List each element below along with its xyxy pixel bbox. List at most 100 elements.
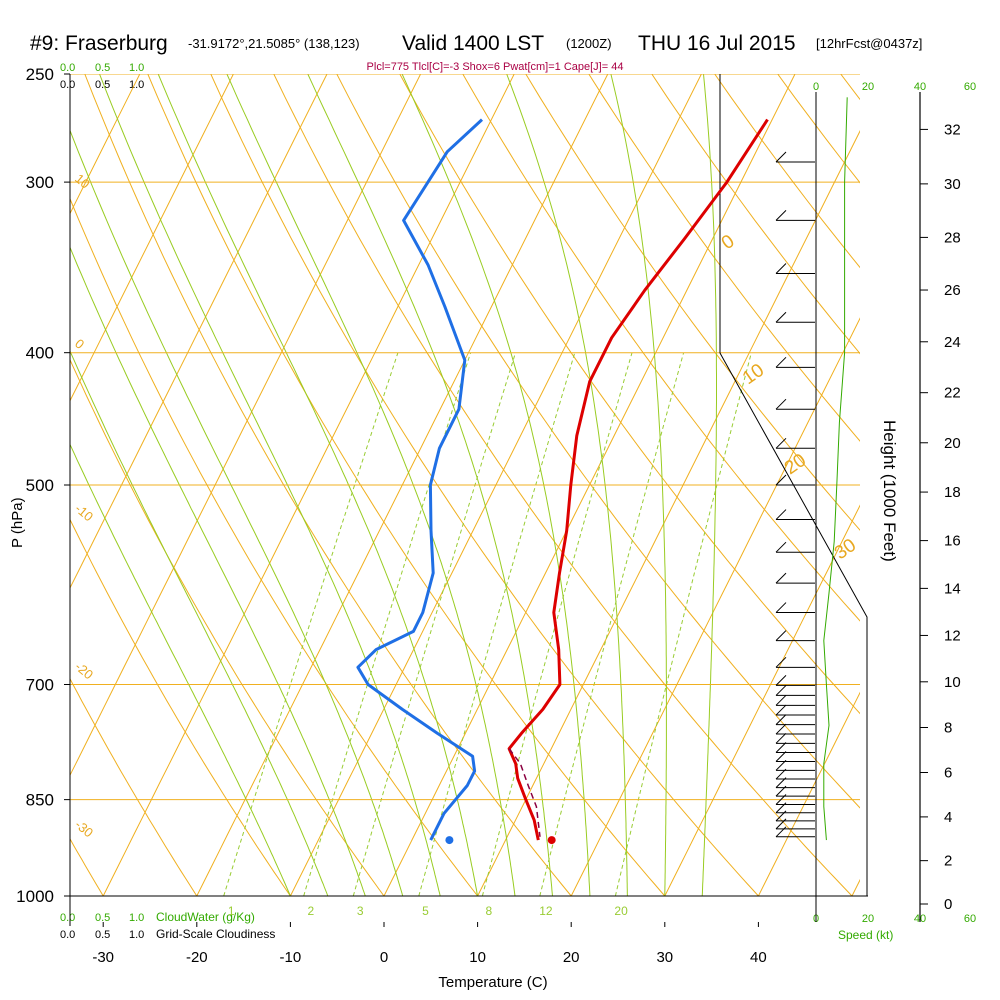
height-tick-label: 8 — [944, 719, 952, 736]
y-axis-label: P (hPa) — [9, 497, 26, 548]
forecast-run: [12hrFcst@0437z] — [816, 36, 922, 51]
dry-adiabat-line — [0, 74, 10, 896]
moist-adiabat-line — [401, 74, 591, 896]
cloud-top-black-1: 0.5 — [95, 79, 110, 91]
wind-barb-feather — [775, 572, 787, 584]
cloud-top-black-0: 0.0 — [60, 79, 75, 91]
x-tick-label: 10 — [469, 949, 486, 966]
wind-barb-feather — [775, 398, 787, 410]
station-title: #9: Fraserburg — [30, 32, 168, 55]
dry-adiabat-label: 0 — [718, 231, 739, 254]
wind-barb-feather — [775, 437, 787, 449]
mixing-ratio-label: 12 — [539, 904, 553, 918]
speed-top-20: 20 — [862, 81, 874, 93]
wind-barb-feather — [775, 751, 787, 762]
y-tick-label: 300 — [26, 173, 54, 192]
thermo-grid — [0, 74, 1000, 896]
height-tick-label: 24 — [944, 334, 961, 351]
cloudwater-label: CloudWater (g/Kg) — [156, 910, 255, 924]
isotherm-line — [70, 74, 234, 402]
x-tick-label: 20 — [563, 949, 580, 966]
moist-adiabat-line — [99, 74, 441, 896]
isotherm-line — [289, 74, 702, 896]
dry-adiabat-line — [651, 74, 860, 355]
dry-adiabat-label: -20 — [72, 659, 96, 683]
height-axis-label: Height (1000 Feet) — [880, 420, 899, 562]
height-tick-label: 10 — [944, 674, 961, 691]
x-tick-label: -20 — [186, 949, 208, 966]
wind-barb-feather — [775, 742, 787, 753]
dry-adiabat-line — [588, 74, 860, 442]
wind-barb-feather — [775, 723, 787, 735]
moist-adiabat-line — [70, 349, 329, 896]
surface-temperature-dot — [547, 836, 556, 845]
mixing-ratio-label: 2 — [308, 904, 315, 918]
x-tick-label: 0 — [380, 949, 388, 966]
height-tick-label: 16 — [944, 533, 961, 550]
plot-frame — [69, 74, 921, 926]
wind-barb-feather — [775, 474, 787, 486]
dry-adiabat-line — [70, 518, 291, 896]
mixing-ratio-label: 3 — [357, 904, 364, 918]
wind-barb-feather — [775, 704, 787, 716]
isotherm-line — [664, 504, 860, 896]
wind-barb-feather — [775, 311, 787, 323]
y-tick-label: 400 — [26, 344, 54, 363]
wind-barb-feather — [775, 509, 787, 520]
wind-barb-feather — [775, 210, 787, 221]
height-tick-label: 0 — [944, 896, 952, 913]
dry-adiabat-line — [70, 677, 198, 896]
cloud-bottom-green-1: 0.5 — [95, 912, 110, 924]
cloud-scale-top: 0.0 0.5 1.0 0.0 0.5 1.0 — [60, 62, 144, 91]
height-tick-label: 14 — [944, 580, 961, 597]
dry-adiabat-line — [84, 74, 572, 896]
moist-adiabat-line — [70, 443, 291, 896]
forecast-date: THU 16 Jul 2015 — [638, 32, 796, 55]
speed-label: Speed (kt) — [838, 928, 893, 942]
cloud-top-green-2: 1.0 — [129, 62, 144, 74]
dewpoint-profile — [356, 118, 484, 841]
height-tick-label: 4 — [944, 809, 952, 826]
wind-barb-feather — [775, 602, 787, 613]
x-axis-label: Temperature (C) — [438, 974, 547, 991]
height-tick-label: 22 — [944, 385, 961, 402]
height-tick-label: 32 — [944, 121, 961, 138]
dry-adiabat-line — [967, 74, 1000, 896]
mixing-ratio-label: 5 — [422, 904, 429, 918]
wind-barb-feather — [775, 694, 787, 706]
surface-dewpoint-dot — [445, 836, 454, 845]
temperature-profile — [507, 118, 769, 841]
isotherm-line — [196, 74, 609, 896]
cloud-top-green-0: 0.0 — [60, 62, 75, 74]
wind-barb-feather — [775, 263, 787, 274]
dry-adiabat-line — [525, 74, 860, 531]
y-tick-label: 1000 — [16, 887, 54, 906]
x-tick-label: 40 — [750, 949, 767, 966]
speed-scale: 0 20 40 60 0 20 40 60 Speed (kt) — [813, 81, 976, 942]
height-tick-label: 6 — [944, 765, 952, 782]
moist-adiabat-line — [226, 74, 516, 896]
isotherm-line — [570, 317, 860, 896]
dry-adiabat-label: -10 — [72, 501, 96, 525]
wind-barb-feather — [775, 541, 787, 553]
x-tick-label: -30 — [92, 949, 114, 966]
cloud-top-green-1: 0.5 — [95, 62, 110, 74]
dry-adiabat-line — [336, 74, 860, 809]
valid-time: Valid 1400 LST — [402, 32, 544, 55]
isotherm-line — [70, 74, 422, 777]
parcel-path — [508, 748, 541, 837]
moist-adiabat-line — [610, 74, 667, 896]
cloud-bottom-black-2: 1.0 — [129, 929, 144, 941]
height-tick-label: 28 — [944, 229, 961, 246]
dry-adiabat-line — [70, 358, 385, 896]
moist-adiabat-line — [307, 74, 553, 896]
cloud-bottom-green-2: 1.0 — [129, 912, 144, 924]
wind-barb-feather — [775, 151, 787, 163]
moist-adiabat-line — [157, 74, 479, 896]
zulu-time: (1200Z) — [566, 36, 612, 51]
dry-adiabat-label: 20 — [781, 450, 810, 479]
dry-adiabat-label: 0 — [72, 336, 87, 352]
parcel-info: Plcl=775 Tlcl[C]=-3 Shox=6 Pwat[cm]=1 Ca… — [367, 61, 624, 73]
wind-barb-feather — [775, 656, 787, 668]
